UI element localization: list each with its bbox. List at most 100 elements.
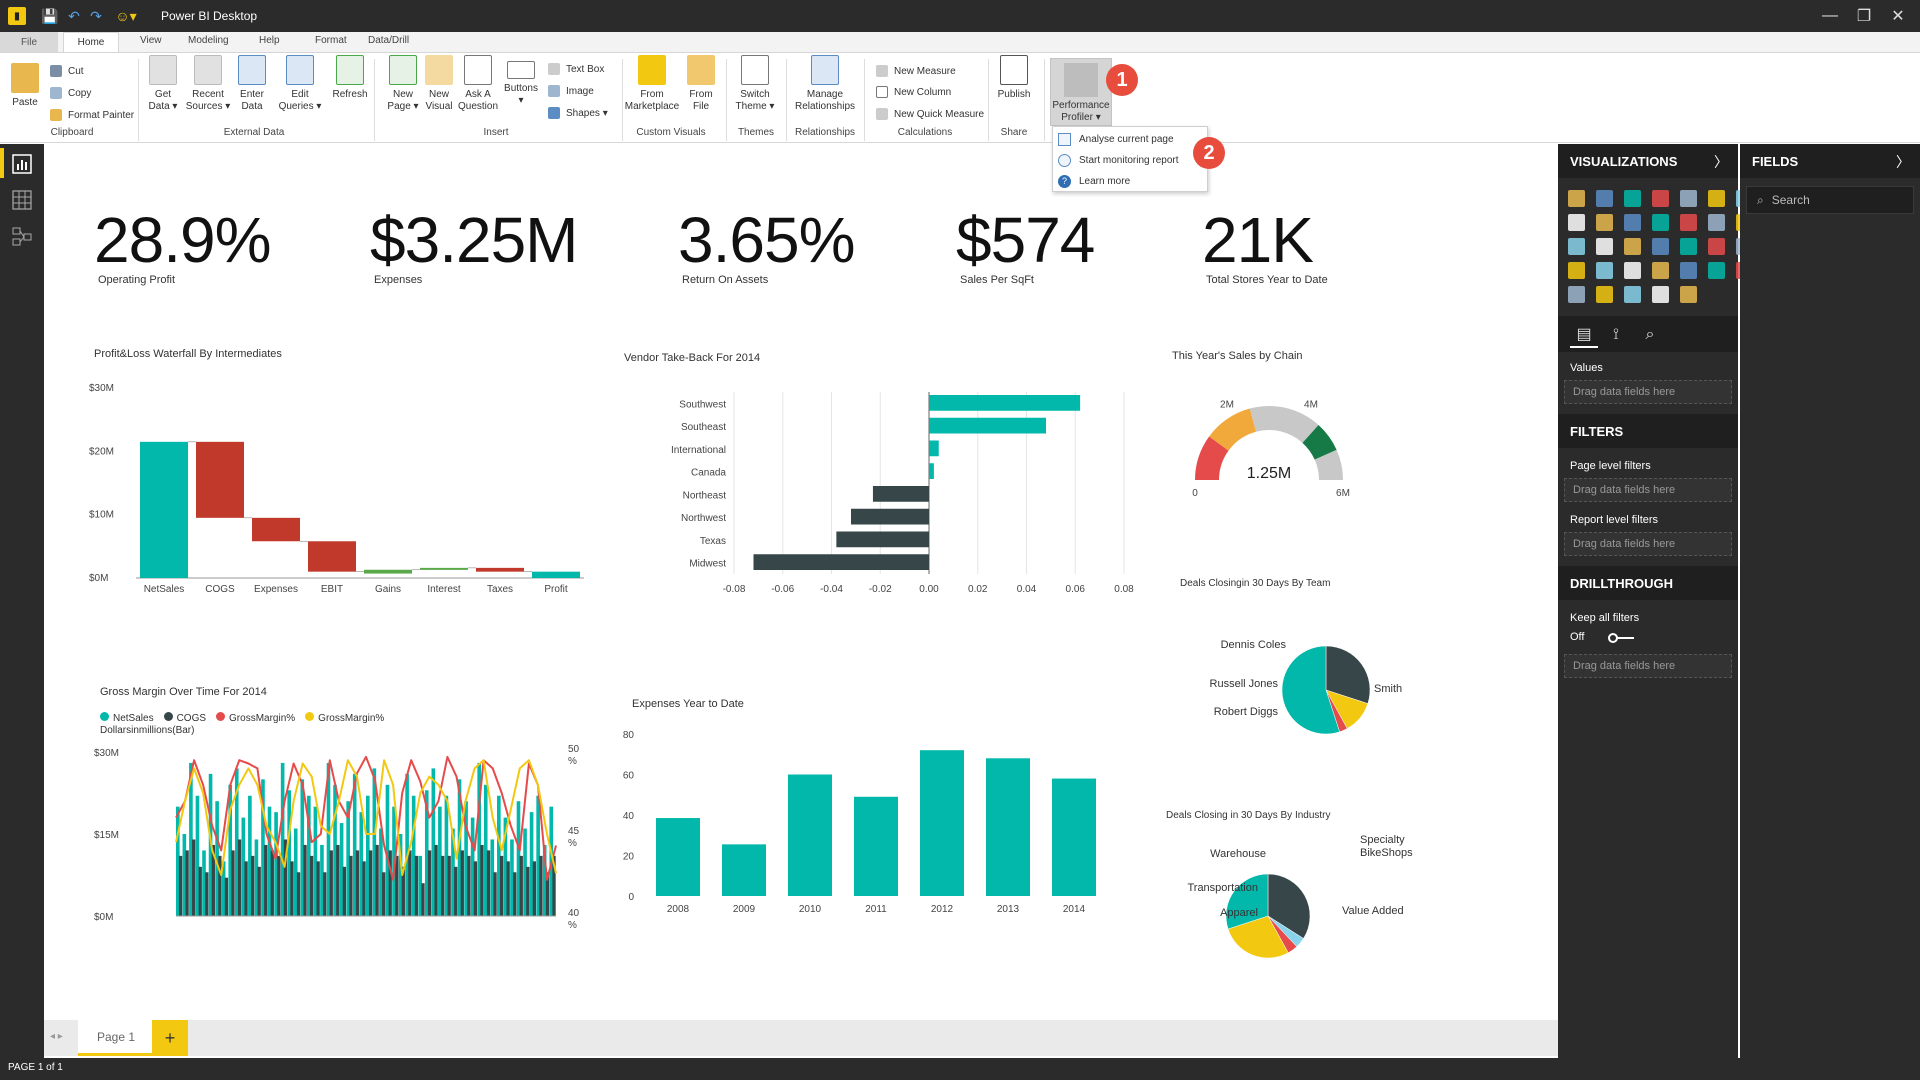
add-page-button[interactable]: + [152,1020,188,1056]
image-button[interactable]: Image [548,85,594,97]
visual-type-icon[interactable] [1680,190,1697,207]
visual-type-icon[interactable] [1652,214,1669,231]
new-visual-button[interactable]: New Visual [424,53,454,113]
legend-item[interactable]: GrossMargin% [305,712,384,724]
visual-type-icon[interactable] [1652,286,1669,303]
waterfall-chart[interactable]: $0M $10M $20M $30M NetSales COGS Expenses EBIT G… [84,368,604,598]
tab-format[interactable]: Format [315,35,347,46]
keep-filters-toggle[interactable] [1608,633,1634,643]
visual-type-icon[interactable] [1680,286,1697,303]
manage-relationships-button[interactable]: Manage Relationships [792,53,858,113]
kpi-card[interactable]: $3.25M Expenses [370,208,578,286]
visual-type-icon[interactable] [1708,190,1725,207]
tab-help[interactable]: Help [259,35,280,46]
visual-type-icon[interactable] [1680,238,1697,255]
kpi-card[interactable]: 28.9% Operating Profit [94,208,271,286]
fields-tab-icon[interactable]: ▤ [1570,322,1598,348]
visual-type-icon[interactable] [1568,190,1585,207]
kpi-card[interactable]: 21K Total Stores Year to Date [1202,208,1328,286]
ask-question-button[interactable]: Ask A Question [458,53,498,113]
visual-type-icon[interactable] [1624,286,1641,303]
new-measure-button[interactable]: New Measure [876,65,956,77]
edit-queries-button[interactable]: Edit Queries ▾ [279,53,321,113]
legend-item[interactable]: NetSales [100,712,154,724]
visual-type-icon[interactable] [1624,190,1641,207]
report-view-icon[interactable] [8,150,36,178]
new-column-button[interactable]: New Column [876,86,951,98]
from-marketplace-button[interactable]: From Marketplace [624,53,680,113]
close-icon[interactable]: ✕ [1891,8,1905,25]
legend-item[interactable]: COGS [163,712,206,724]
shapes-button[interactable]: Shapes ▾ [548,107,608,119]
visual-type-icon[interactable] [1596,262,1613,279]
save-icon[interactable]: 💾 [41,7,59,24]
recent-sources-button[interactable]: Recent Sources ▾ [186,53,230,113]
undo-icon[interactable]: ↶ [68,7,80,24]
feedback-smiley-icon[interactable]: ☺▾ [115,7,137,24]
analytics-magnifier-icon[interactable]: ⌕ [1645,326,1655,343]
sales-gauge-chart[interactable]: 1.25M 0 6M 2M 4M [1164,370,1374,500]
tab-view[interactable]: View [140,35,162,46]
tab-home[interactable]: Home [63,32,119,52]
gross-margin-chart[interactable]: $0M 40% $15M 45% $30M 50% [84,736,604,966]
collapse-chevron-icon[interactable]: 〉 [1714,154,1728,170]
visual-type-icon[interactable] [1624,214,1641,231]
visual-type-icon[interactable] [1652,238,1669,255]
page-filters-drop-well[interactable]: Drag data fields here [1564,478,1732,502]
tab-modeling[interactable]: Modeling [188,35,229,46]
collapse-chevron-icon[interactable]: 〉 [1896,154,1910,170]
visual-type-icon[interactable] [1596,286,1613,303]
expenses-ytd-chart[interactable]: 0 20 40 60 80 2008 2009 2010 2011 2012 2013 2014 [614,714,1154,944]
paste-button[interactable]: Paste [8,63,42,109]
new-page-button[interactable]: New Page ▾ [384,53,422,113]
visual-type-icon[interactable] [1680,262,1697,279]
visual-type-icon[interactable] [1596,238,1613,255]
kpi-card[interactable]: $574 Sales Per SqFt [956,208,1095,286]
format-painter-button[interactable]: Format Painter [50,109,134,121]
visual-type-icon[interactable] [1568,238,1585,255]
get-data-button[interactable]: Get Data ▾ [146,53,180,113]
menu-item-start-monitoring[interactable]: Start monitoring report [1053,150,1207,170]
report-filters-drop-well[interactable]: Drag data fields here [1564,532,1732,556]
more-visuals-icon[interactable]: ⋯ [1652,286,1668,303]
fields-search-input[interactable]: ⌕ Search [1746,186,1914,214]
visual-type-icon[interactable] [1708,238,1725,255]
values-drop-well[interactable]: Drag data fields here [1564,380,1732,404]
data-view-icon[interactable] [8,186,36,214]
model-view-icon[interactable] [8,222,36,250]
visual-type-icon[interactable] [1708,214,1725,231]
kpi-card[interactable]: 3.65% Return On Assets [678,208,855,286]
visual-type-icon[interactable] [1652,262,1669,279]
legend-item[interactable]: GrossMargin% [216,712,295,724]
new-quick-measure-button[interactable]: New Quick Measure [876,108,984,120]
visual-type-icon[interactable] [1568,286,1585,303]
visual-type-icon[interactable] [1596,190,1613,207]
visual-type-icon[interactable] [1708,262,1725,279]
cut-button[interactable]: Cut [50,65,84,77]
performance-profiler-button[interactable]: Performance Profiler ▾ [1050,58,1112,126]
menu-item-analyse-current-page[interactable]: Analyse current page [1053,129,1207,149]
buttons-button[interactable]: Buttons ▾ [502,53,540,107]
minimize-icon[interactable]: — [1822,7,1838,24]
deals-by-team-pie[interactable]: Dennis Coles Russell Jones Robert Diggs Smi… [1154,590,1454,770]
text-box-button[interactable]: Text Box [548,63,604,75]
refresh-button[interactable]: Refresh [332,53,368,101]
enter-data-button[interactable]: Enter Data [236,53,268,113]
tab-file[interactable]: File [0,32,58,52]
visual-type-icon[interactable] [1568,214,1585,231]
publish-button[interactable]: Publish [996,53,1032,101]
from-file-button[interactable]: From File [684,53,718,113]
menu-item-learn-more[interactable]: ? Learn more [1053,171,1207,191]
page-tab[interactable]: Page 1 [78,1020,154,1056]
format-paint-roller-icon[interactable]: ⟟ [1613,326,1619,343]
restore-icon[interactable]: ❐ [1856,8,1872,25]
switch-theme-button[interactable]: Switch Theme ▾ [732,53,778,113]
page-nav-arrows-icon[interactable]: ◂ ▸ [50,1031,63,1042]
copy-button[interactable]: Copy [50,87,91,99]
deals-by-industry-pie[interactable]: Warehouse Transportation Apparel Value Adde… [1120,824,1460,974]
visual-type-icon[interactable] [1568,262,1585,279]
visual-type-icon[interactable] [1652,190,1669,207]
visual-type-icon[interactable] [1624,262,1641,279]
vendor-takeback-chart[interactable]: -0.08 -0.06 -0.04 -0.02 0.00 0.02 0.04 0.06 0.08… [594,374,1134,604]
tab-data-drill[interactable]: Data/Drill [368,35,410,46]
